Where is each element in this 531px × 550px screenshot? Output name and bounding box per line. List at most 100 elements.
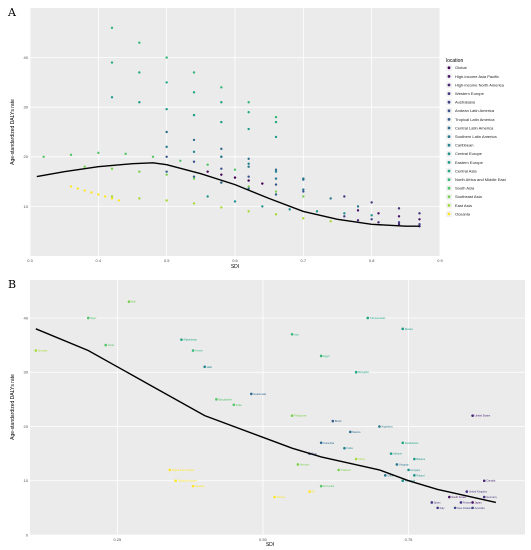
- country-point: [319, 484, 323, 488]
- country-label: Australia: [475, 506, 486, 510]
- country-label: Ukraine: [393, 452, 402, 456]
- country-point: [296, 463, 300, 466]
- x-tick-label: 0.8: [369, 258, 375, 263]
- data-point: [103, 195, 107, 198]
- country-label: Italy: [440, 506, 445, 510]
- y-tick-label: 10: [24, 204, 29, 209]
- legend-swatch: [447, 135, 451, 139]
- data-point: [247, 127, 250, 131]
- data-point: [192, 177, 196, 180]
- data-point: [165, 173, 168, 176]
- data-point: [261, 182, 264, 185]
- data-point: [247, 165, 250, 168]
- data-point: [97, 151, 100, 155]
- legend-swatch: [447, 126, 451, 130]
- country-label: Chad: [108, 343, 115, 347]
- country-point: [127, 300, 131, 304]
- country-label: Germany: [486, 495, 497, 499]
- data-point: [138, 71, 141, 74]
- x-tick-label: 0.6: [232, 258, 238, 263]
- country-label: Somalia: [38, 349, 48, 353]
- data-point: [288, 208, 291, 211]
- legend-label: Western Europe: [455, 91, 485, 96]
- data-point: [165, 81, 168, 84]
- country-label: Egypt: [323, 354, 330, 358]
- legend-swatch: [447, 83, 451, 87]
- legend-label: Central Latin America: [455, 125, 494, 130]
- data-point: [220, 120, 223, 124]
- x-tick-label: 0.75: [405, 537, 414, 542]
- panel-b-y-axis-title: Age-standardized DALYs rate: [10, 374, 16, 440]
- data-point: [397, 215, 401, 218]
- data-point: [138, 197, 141, 200]
- y-tick-label: 20: [24, 154, 29, 159]
- country-point: [348, 430, 352, 434]
- country-point: [174, 479, 177, 483]
- country-label: Solomon Islands: [178, 479, 198, 483]
- data-point: [206, 170, 209, 173]
- country-label: India: [236, 403, 242, 407]
- country-label: Niger: [90, 316, 96, 320]
- legend-label: Andean Latin America: [455, 108, 495, 113]
- country-label: Belarus: [416, 457, 425, 461]
- country-label: Papua New Guinea: [172, 468, 195, 472]
- data-point: [233, 168, 237, 171]
- data-point: [165, 130, 168, 134]
- country-point: [401, 479, 405, 483]
- country-label: Mexico: [352, 430, 361, 434]
- country-label: Uruguay: [399, 462, 410, 466]
- legend-label: North Africa and Middle East: [455, 177, 507, 182]
- y-tick-label: 40: [24, 315, 29, 320]
- data-point: [192, 175, 196, 178]
- legend-label: East Asia: [455, 203, 472, 208]
- legend-swatch: [447, 109, 451, 113]
- country-point: [407, 468, 410, 472]
- country-point: [465, 490, 469, 493]
- y-tick-label: 30: [24, 370, 29, 375]
- data-point: [110, 26, 114, 30]
- data-point: [274, 190, 278, 193]
- data-point: [274, 183, 278, 186]
- country-point: [191, 484, 195, 488]
- data-point: [397, 221, 401, 224]
- data-point: [247, 101, 250, 104]
- country-point: [471, 414, 474, 417]
- country-point: [430, 501, 434, 504]
- country-point: [290, 332, 294, 336]
- x-tick-label: 0.5: [164, 258, 170, 263]
- data-point: [329, 220, 332, 223]
- country-label: China: [358, 457, 365, 461]
- country-label: Bangladesh: [218, 397, 232, 401]
- y-tick-label: 40: [24, 55, 29, 60]
- country-label: Spain: [434, 500, 441, 504]
- panel-a-legend: location Global High-income Asia Pacific H…: [446, 58, 507, 217]
- data-point: [165, 145, 168, 149]
- legend-swatch: [447, 118, 451, 121]
- panel-a-x-ticks: 0.3 0.4 0.5 0.6 0.7 0.8 0.9: [27, 258, 443, 263]
- data-point: [261, 205, 264, 208]
- country-point: [191, 349, 195, 352]
- country-point: [378, 425, 381, 428]
- panel-a-points: [42, 26, 421, 228]
- data-point: [302, 217, 305, 220]
- data-point: [192, 160, 196, 163]
- legend-swatch: [447, 100, 451, 104]
- legend-swatch: [447, 195, 451, 199]
- panel-b-letter: B: [8, 278, 16, 291]
- country-label: Guatemala: [253, 392, 266, 396]
- data-point: [233, 200, 237, 203]
- data-point: [397, 207, 401, 210]
- data-point: [418, 218, 421, 221]
- legend-swatch: [447, 178, 451, 182]
- data-point: [329, 197, 332, 200]
- legend-title: location: [446, 58, 463, 64]
- country-point: [104, 343, 108, 347]
- data-point: [247, 187, 250, 190]
- country-point: [232, 403, 236, 407]
- data-point: [343, 195, 346, 198]
- country-point: [459, 501, 463, 504]
- country-label: New Zealand: [457, 506, 473, 510]
- legend-label: Caribbean: [455, 143, 473, 148]
- panel-b-background: [30, 280, 525, 535]
- data-point: [192, 202, 196, 205]
